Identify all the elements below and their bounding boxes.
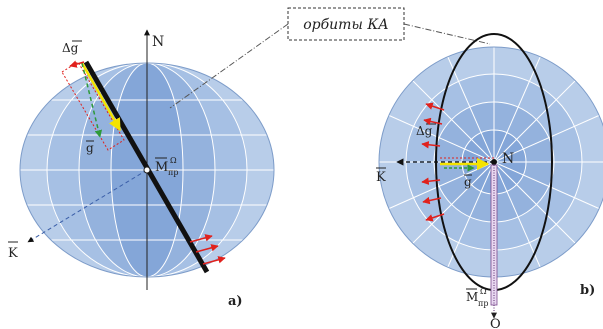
red-arrow-b-2 bbox=[423, 117, 443, 126]
callout-text: орбиты КА bbox=[303, 17, 389, 33]
red-arrow-b-1 bbox=[425, 102, 445, 111]
north-label-a: N bbox=[152, 34, 164, 50]
vector-g-label-a: g bbox=[86, 141, 94, 155]
red-arrow-b-4 bbox=[421, 177, 441, 185]
red-arrow-a-2 bbox=[195, 244, 219, 253]
panel-b: K g Δg N O M Ω пр b) bbox=[376, 33, 603, 329]
red-arrow-a-1 bbox=[189, 234, 213, 243]
red-arrow-b-3 bbox=[421, 141, 441, 149]
orbit-callout: орбиты КА bbox=[169, 7, 491, 109]
callout-leader-a bbox=[169, 23, 289, 109]
delta-g-label-a: Δg bbox=[62, 41, 79, 55]
center-dot-a bbox=[143, 166, 151, 174]
center-dot-b bbox=[491, 159, 497, 165]
vector-yellow-a bbox=[80, 62, 122, 132]
vector-g-a bbox=[81, 62, 103, 138]
vector-k-label-a: K bbox=[8, 246, 18, 261]
panel-b-tag: b) bbox=[580, 283, 595, 298]
panel-a: N K Δg g M Ω пр a) bbox=[8, 29, 275, 309]
moment-label-a: M bbox=[155, 160, 168, 175]
callout-leader-b bbox=[403, 23, 491, 45]
red-arrow-b-5 bbox=[422, 196, 442, 205]
axis-o-label-b: O bbox=[490, 317, 501, 329]
delta-g-label-b: Δg bbox=[416, 124, 433, 138]
panel-a-tag: a) bbox=[228, 294, 243, 309]
vector-k-label-b: K bbox=[376, 170, 386, 185]
vector-k-a bbox=[27, 169, 148, 243]
red-arrow-a-top bbox=[69, 60, 85, 68]
red-arrow-b-6 bbox=[425, 213, 445, 222]
red-arrow-a-3 bbox=[202, 256, 226, 265]
vector-g-label-b: g bbox=[464, 175, 472, 189]
moment-label-b: M bbox=[466, 290, 478, 304]
moment-sup-b: Ω bbox=[480, 287, 487, 296]
north-label-b: N bbox=[502, 151, 514, 167]
moment-sub-a: пр bbox=[168, 168, 178, 177]
moment-sup-a: Ω bbox=[170, 156, 177, 165]
moment-sub-b: пр bbox=[478, 299, 488, 308]
